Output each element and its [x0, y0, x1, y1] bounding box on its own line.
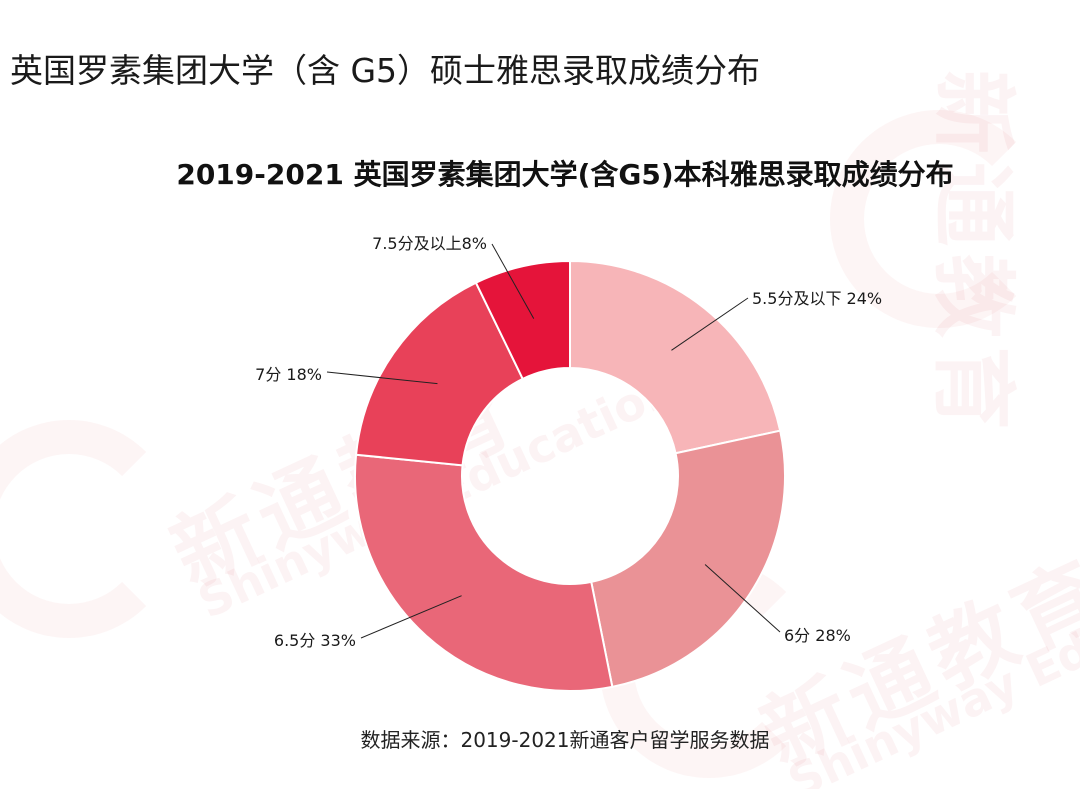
leader-line — [360, 595, 462, 639]
chart-title: 2019-2021 英国罗素集团大学(含G5)本科雅思录取成绩分布 — [176, 158, 954, 191]
donut-slice — [354, 281, 525, 467]
leader-line — [491, 243, 535, 319]
leader-line — [704, 564, 781, 633]
slice-label: 6.5分 33% — [274, 631, 356, 650]
donut-slice — [569, 259, 782, 455]
data-source-note: 数据来源：2019-2021新通客户留学服务数据 — [360, 728, 770, 752]
leader-line — [671, 297, 749, 351]
slice-label: 6分 28% — [784, 626, 851, 645]
leader-line — [326, 371, 438, 385]
slice-label: 7.5分及以上8% — [372, 234, 487, 253]
donut-slice — [354, 453, 614, 692]
donut-slice — [474, 259, 571, 381]
donut-slice — [590, 429, 786, 688]
slice-label: 7分 18% — [255, 365, 322, 384]
page-title: 英国罗素集团大学（含 G5）硕士雅思录取成绩分布 — [10, 51, 761, 90]
slice-label: 5.5分及以下 24% — [752, 289, 882, 308]
